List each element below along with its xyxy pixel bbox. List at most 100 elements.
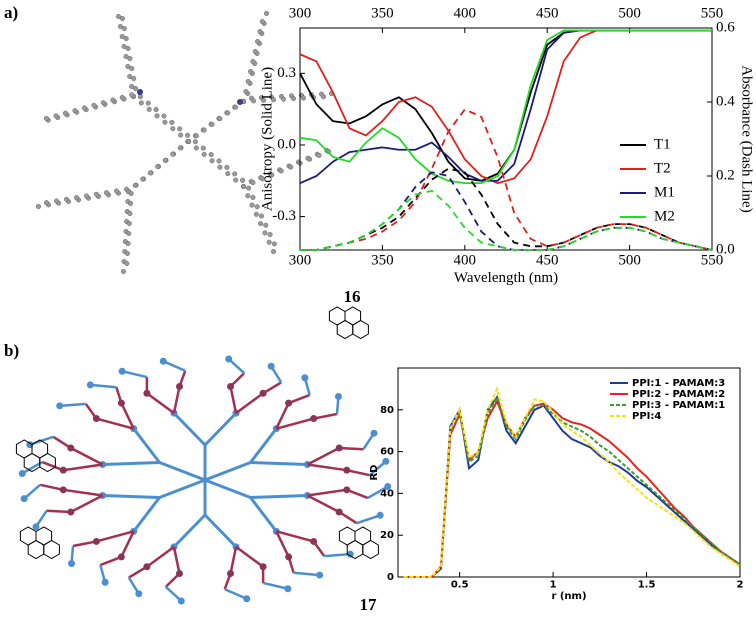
atom (154, 113, 160, 119)
atom (162, 157, 168, 163)
atom (257, 29, 263, 35)
atom (382, 457, 390, 465)
bond (158, 478, 206, 499)
atom (343, 486, 351, 494)
y-axis-label: Anisotropy (Solid Line) (259, 67, 275, 211)
atom (216, 158, 222, 164)
pyrene-ring (352, 319, 369, 340)
bond (132, 427, 161, 464)
atom (103, 190, 109, 196)
atom (224, 164, 230, 170)
bond (275, 530, 295, 574)
atom (138, 100, 144, 106)
atom (162, 119, 168, 125)
atom (127, 73, 133, 79)
atom (175, 569, 183, 577)
atom (225, 171, 231, 177)
atom (124, 261, 130, 267)
atom (125, 46, 131, 52)
bond (145, 377, 175, 415)
atom (178, 132, 184, 138)
atom (237, 99, 243, 105)
atom (185, 132, 191, 138)
atom (245, 78, 251, 84)
atom (135, 590, 143, 598)
bond (46, 494, 104, 514)
atom (246, 185, 252, 191)
bond (115, 386, 135, 430)
y-tick-label: 40 (380, 488, 394, 499)
atom (155, 164, 161, 170)
atom (267, 232, 273, 238)
bond (369, 460, 387, 477)
atom (20, 495, 28, 503)
atom (68, 559, 76, 567)
y2-tick-label: 0.0 (716, 241, 735, 257)
plot-frame (397, 367, 741, 578)
atom (307, 156, 313, 162)
atom (227, 569, 235, 577)
atom (278, 168, 284, 174)
atom (129, 92, 135, 98)
atom (56, 402, 64, 410)
atom (131, 75, 137, 81)
compound-number: 17 (360, 595, 378, 614)
bond (250, 494, 308, 499)
legend-label: M2 (654, 208, 675, 224)
atom (170, 151, 176, 157)
atom (153, 107, 159, 113)
atom (137, 94, 143, 100)
atom (119, 16, 125, 22)
atom (263, 222, 269, 228)
atom (227, 383, 235, 391)
y-tick-label: -0.3 (272, 208, 296, 224)
atom (132, 182, 138, 188)
atom (259, 213, 265, 219)
atom (201, 127, 207, 133)
atom (259, 19, 265, 25)
legend-label: T1 (654, 136, 671, 152)
bond (307, 463, 371, 477)
atom (250, 98, 256, 104)
x-axis-label: Wavelength (nm) (454, 270, 558, 286)
legend-label: PPI:1 - PAMAM:3 (632, 378, 725, 389)
bond (307, 488, 369, 500)
pyrene-ring (336, 319, 354, 340)
atom (334, 393, 342, 401)
atom (117, 399, 125, 407)
atom (225, 355, 233, 363)
bond (39, 483, 103, 497)
atom (253, 211, 259, 217)
atom (91, 102, 97, 108)
atom (271, 97, 277, 103)
atom (310, 537, 318, 545)
x2-tick-label: 550 (701, 5, 724, 21)
legend-label: PPI:2 - PAMAM:2 (632, 389, 725, 400)
y-axis-label: RD (369, 464, 380, 480)
bond (203, 412, 238, 447)
atom (125, 240, 131, 246)
atom (140, 176, 146, 182)
atom (288, 164, 294, 170)
atom (266, 239, 272, 245)
atom (240, 177, 246, 183)
bond (172, 513, 207, 548)
x-tick-label: 550 (701, 253, 724, 269)
atom (255, 39, 261, 45)
bond (293, 571, 320, 577)
x2-tick-label: 350 (371, 5, 394, 21)
pyrene-ring (346, 539, 364, 560)
y-tick-label: 80 (380, 405, 394, 416)
atom (177, 145, 183, 151)
atom (201, 151, 207, 157)
atom (81, 105, 87, 111)
bond (162, 360, 186, 372)
bond (158, 461, 206, 482)
pyrene-ring (362, 539, 379, 560)
atom (145, 100, 151, 106)
atom (126, 230, 132, 236)
x2-tick-label: 500 (618, 5, 641, 21)
bond (235, 381, 282, 415)
atom (259, 389, 267, 397)
